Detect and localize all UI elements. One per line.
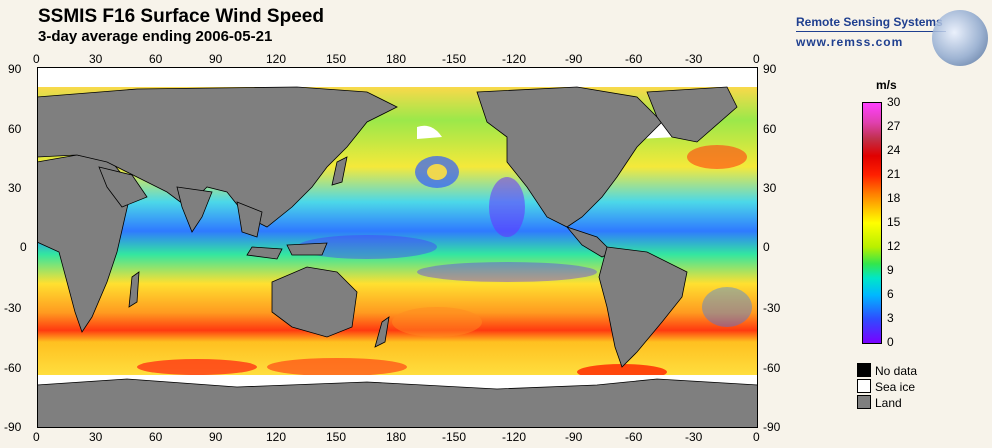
lon-label-top: -120 [502,52,527,66]
lon-label-bottom: 120 [266,430,287,444]
remss-logo[interactable]: Remote Sensing Systems www.remss.com [796,15,946,49]
lon-label-bottom: 0 [753,430,760,444]
lat-label-right: -30 [763,301,781,315]
lat-label-left: -30 [4,301,22,315]
lat-label-right: 0 [763,240,770,254]
legend-no-data: No data [857,363,917,378]
colorbar-tick: 3 [887,311,894,325]
colorbar-tick: 6 [887,287,894,301]
lat-label-right: -90 [763,420,781,434]
lon-label-bottom: -150 [442,430,467,444]
lon-label-top: -150 [442,52,467,66]
legend-sea-ice: Sea ice [857,379,915,394]
lon-label-top: -60 [625,52,643,66]
map-subtitle: 3-day average ending 2006-05-21 [38,28,273,45]
lat-label-right: 90 [763,62,777,76]
lon-label-top: 0 [753,52,760,66]
colorbar-tick: 24 [887,143,901,157]
lon-label-top: 30 [89,52,103,66]
lon-label-top: 0 [33,52,40,66]
lon-label-top: -30 [685,52,703,66]
colorbar-unit: m/s [876,78,897,92]
wind-speed-colorbar [862,102,882,344]
globe-icon [932,10,988,66]
lon-label-bottom: -60 [625,430,643,444]
lat-label-left: 0 [20,240,27,254]
lon-label-bottom: -90 [565,430,583,444]
logo-name: Remote Sensing Systems [796,15,943,29]
lon-label-top: 60 [149,52,163,66]
lat-label-right: -60 [763,361,781,375]
lat-label-left: 30 [8,181,22,195]
lon-label-bottom: 180 [386,430,407,444]
map-title: SSMIS F16 Surface Wind Speed [38,6,324,27]
map-frame [37,67,758,428]
logo-divider [796,31,946,32]
logo-url[interactable]: www.remss.com [796,35,904,49]
legend-label: Sea ice [875,380,916,394]
legend-label: Land [875,396,902,410]
lat-label-right: 60 [763,122,777,136]
colorbar-tick: 0 [887,335,894,349]
wind-features [137,145,752,380]
lon-label-top: 120 [266,52,287,66]
legend-label: No data [875,364,918,378]
colorbar-tick: 21 [887,167,901,181]
land [37,86,758,428]
lat-label-left: -60 [4,361,22,375]
colorbar-tick: 30 [887,95,901,109]
lon-label-bottom: 30 [89,430,103,444]
lon-label-top: 150 [326,52,347,66]
lon-label-bottom: 60 [149,430,163,444]
colorbar-tick: 12 [887,239,901,253]
lat-label-left: -90 [4,420,22,434]
lon-label-top: 180 [386,52,407,66]
lat-label-left: 60 [8,122,22,136]
lon-label-bottom: 0 [33,430,40,444]
lat-label-left: 90 [8,62,22,76]
lon-label-top: 90 [209,52,223,66]
lon-label-bottom: 150 [326,430,347,444]
lat-label-right: 30 [763,181,777,195]
colorbar-tick: 27 [887,119,901,133]
colorbar-tick: 9 [887,263,894,277]
lon-label-top: -90 [565,52,583,66]
wind-speed-map[interactable] [37,67,758,428]
land-swatch [857,395,871,409]
lon-label-bottom: 90 [209,430,223,444]
lon-label-bottom: -120 [502,430,527,444]
colorbar-tick: 18 [887,191,901,205]
sea-ice-swatch [857,379,871,393]
lon-label-bottom: -30 [685,430,703,444]
no-data-swatch [857,363,871,377]
legend-land: Land [857,395,902,410]
colorbar-tick: 15 [887,215,901,229]
